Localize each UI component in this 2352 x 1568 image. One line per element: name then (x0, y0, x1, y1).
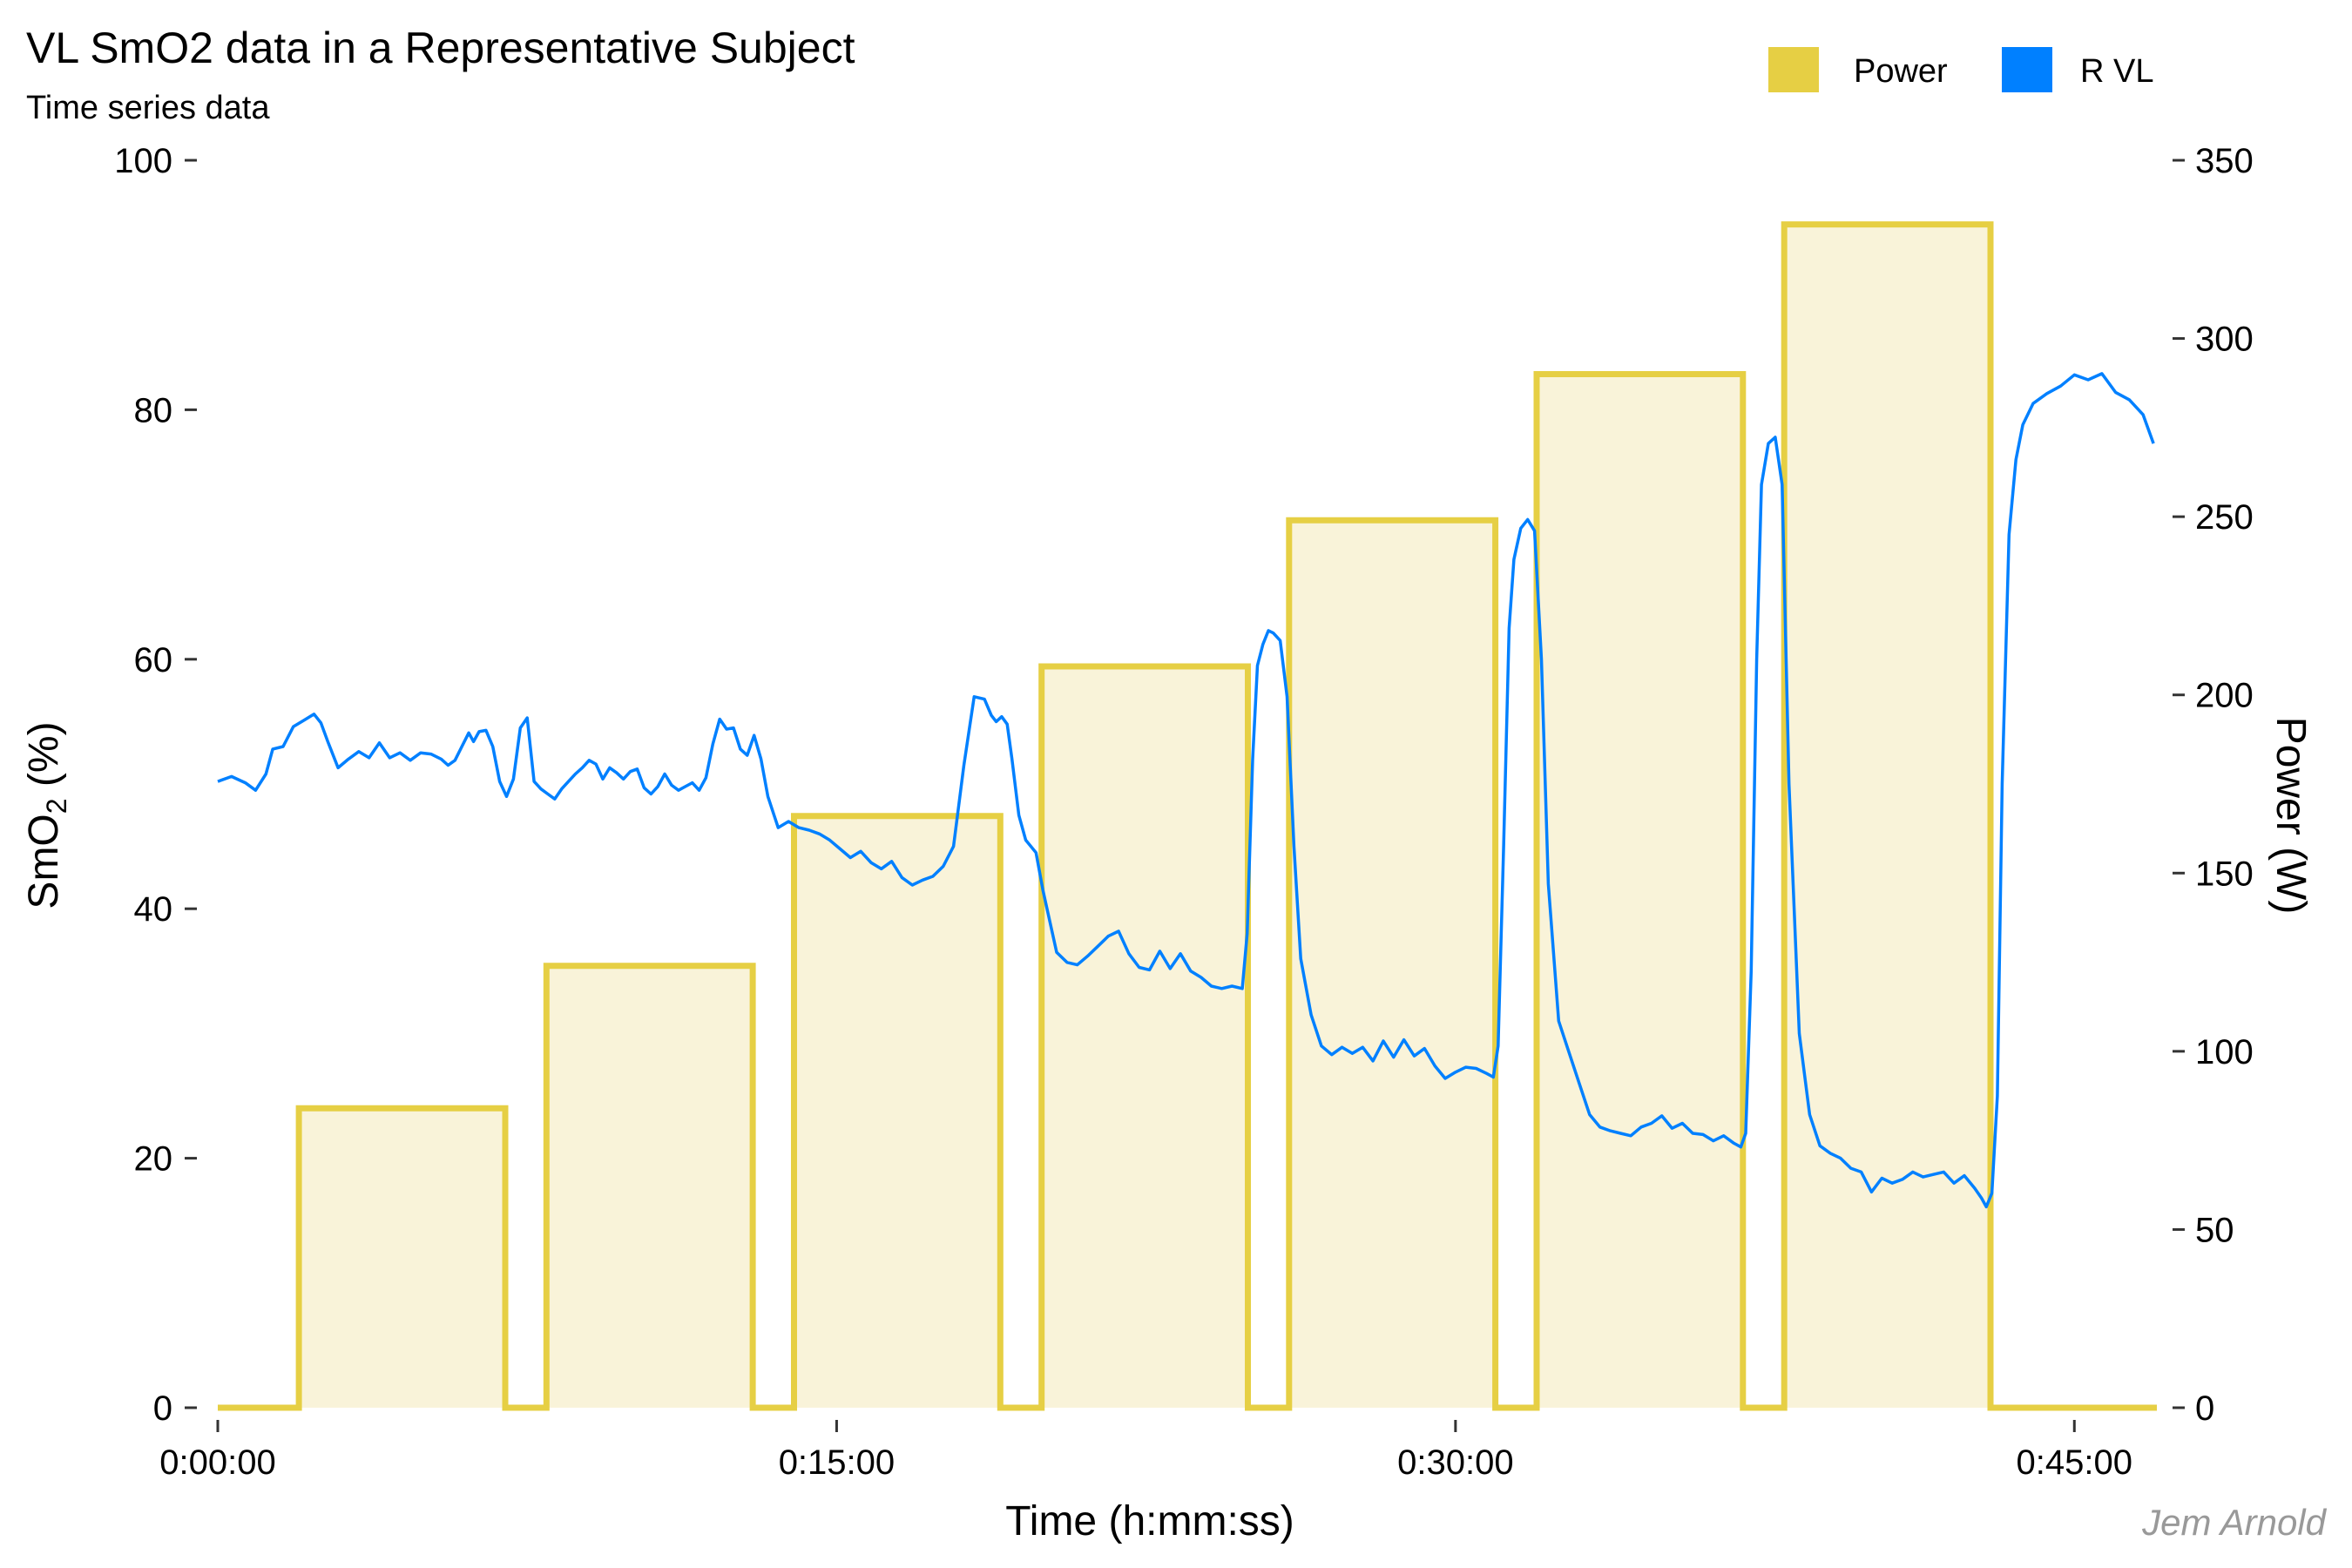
legend-label: R VL (2080, 53, 2153, 90)
y2-axis-title: Power (W) (2268, 717, 2314, 915)
y2-tick-label: 0 (2195, 1389, 2214, 1428)
chart-title: VL SmO2 data in a Representative Subject (26, 24, 855, 72)
x-axis-title: Time (h:mm:ss) (1005, 1498, 1294, 1544)
y2-tick-label: 50 (2195, 1211, 2234, 1249)
x-tick-label: 0:30:00 (1397, 1443, 1513, 1482)
power-area-fill (218, 224, 2157, 1409)
legend-key (2002, 47, 2052, 92)
legend-label: Power (1854, 53, 1948, 90)
x-tick-label: 0:45:00 (2017, 1443, 2132, 1482)
y-tick-label: 0 (153, 1389, 172, 1428)
legend: Power R VL (1768, 47, 2153, 92)
y-tick-label: 60 (134, 641, 173, 679)
y-axis-title-unit: (%) (21, 721, 67, 798)
y-axis-right: 0 50 100 150 200 250 300 350 (2173, 142, 2254, 1428)
chart-subtitle: Time series data (26, 90, 270, 126)
x-tick-label: 0:15:00 (779, 1443, 895, 1482)
y-tick-label: 80 (134, 391, 173, 429)
legend-key (1768, 47, 1819, 92)
y2-tick-label: 200 (2195, 677, 2254, 715)
y-axis-title-subscript: 2 (41, 798, 72, 814)
y-axis-left: 0 20 40 60 80 100 (114, 142, 197, 1428)
y2-tick-label: 300 (2195, 321, 2254, 359)
y-tick-label: 20 (134, 1140, 173, 1179)
y-tick-label: 40 (134, 890, 173, 929)
power-layer (218, 221, 2157, 1411)
y-axis-title: SmO2 (%) (21, 721, 72, 909)
y-tick-label: 100 (114, 142, 172, 180)
smo2-series-line (217, 372, 2155, 1209)
smo2-layer (217, 372, 2155, 1209)
y2-tick-label: 150 (2195, 855, 2254, 893)
caption: Jem Arnold (2141, 1502, 2328, 1543)
plot-area (217, 221, 2157, 1411)
y2-tick-label: 250 (2195, 498, 2254, 537)
y2-tick-label: 100 (2195, 1033, 2254, 1071)
x-axis: 0:00:00 0:15:00 0:30:00 0:45:00 (159, 1420, 2132, 1482)
x-tick-label: 0:00:00 (159, 1443, 275, 1482)
y-axis-title-base: SmO (21, 814, 67, 909)
y2-tick-label: 350 (2195, 142, 2254, 180)
power-series-line (218, 221, 2157, 1411)
